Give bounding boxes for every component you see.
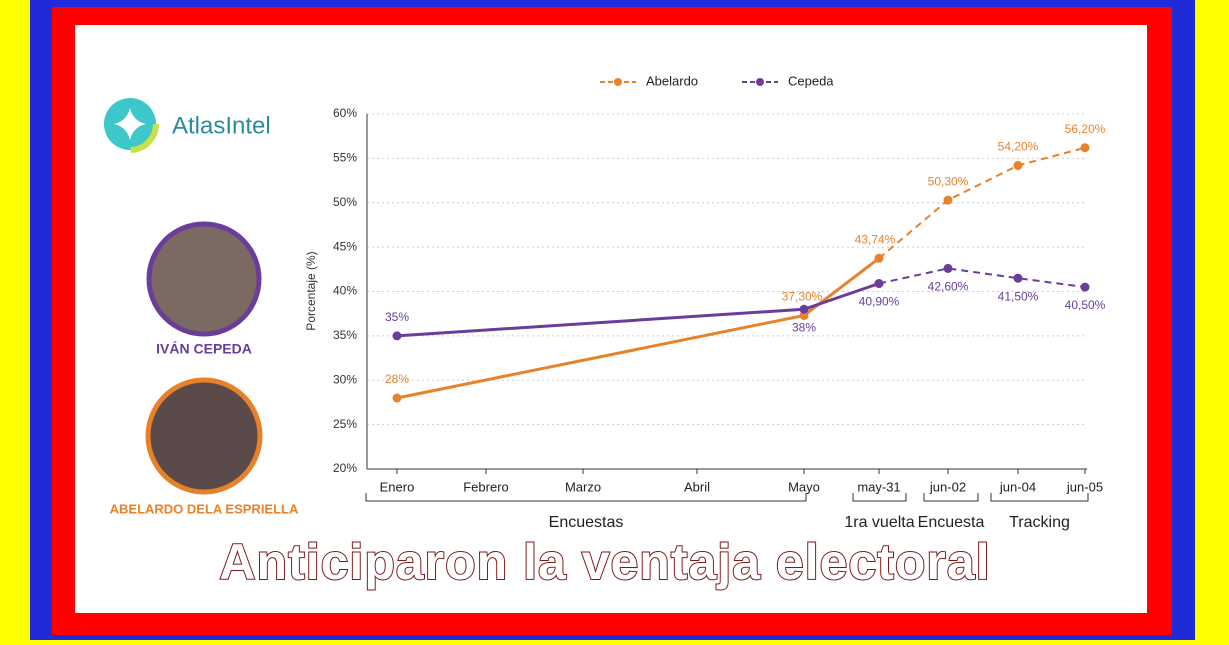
- headline: Anticiparon la ventaja electoral: [219, 534, 990, 590]
- brand: AtlasIntel: [172, 112, 271, 139]
- y-tick-label: 50%: [333, 195, 357, 209]
- value-label: 54,20%: [998, 140, 1039, 154]
- point: [874, 279, 884, 289]
- candidate-name: ABELARDO DELA ESPRIELLA: [110, 501, 299, 516]
- value-label: 37,30%: [782, 290, 823, 304]
- point: [1080, 282, 1090, 292]
- logo: [101, 95, 159, 153]
- portrait: [145, 377, 263, 495]
- group-label: 1ra vuelta: [844, 514, 914, 531]
- legend-marker: [614, 78, 622, 86]
- value-label: 40,50%: [1065, 298, 1106, 312]
- point: [799, 310, 809, 320]
- y-tick-label: 40%: [333, 284, 357, 298]
- y-tick-label: 30%: [333, 372, 357, 386]
- x-tick-label: jun-05: [1066, 479, 1103, 494]
- legend-label: Cepeda: [788, 73, 834, 88]
- x-tick-label: Febrero: [463, 479, 509, 494]
- legend-label: Abelardo: [646, 73, 698, 88]
- candidate-name: IVÁN CEPEDA: [156, 341, 252, 357]
- x-tick-label: Abril: [684, 479, 710, 494]
- value-label: 43,74%: [855, 232, 896, 246]
- value-label: 40,90%: [859, 295, 900, 309]
- y-tick-label: 35%: [333, 328, 357, 342]
- point: [1013, 273, 1023, 283]
- y-axis-label: Porcentaje (%): [304, 251, 318, 330]
- group-label: Encuestas: [549, 514, 624, 531]
- point: [943, 263, 953, 273]
- y-tick-label: 60%: [333, 106, 357, 120]
- legend-marker: [756, 78, 764, 86]
- panel: [75, 25, 1147, 613]
- portrait: [146, 221, 262, 337]
- x-tick-label: jun-02: [929, 479, 966, 494]
- group-label: Tracking: [1009, 514, 1070, 531]
- y-tick-label: 55%: [333, 151, 357, 165]
- value-label: 42,60%: [928, 280, 969, 294]
- group-bracket: [852, 493, 907, 502]
- point: [943, 195, 953, 205]
- x-tick-label: Mayo: [788, 479, 820, 494]
- value-label: 35%: [385, 310, 409, 324]
- value-label: 41,50%: [998, 289, 1039, 303]
- point: [874, 253, 884, 263]
- point: [392, 331, 402, 341]
- value-label: 50,30%: [928, 174, 969, 188]
- y-tick-label: 45%: [333, 239, 357, 253]
- y-tick-label: 20%: [333, 461, 357, 475]
- x-tick-label: Enero: [380, 479, 415, 494]
- value-label: 56,20%: [1065, 122, 1106, 136]
- value-label: 38%: [792, 320, 816, 334]
- x-tick-label: may-31: [857, 479, 900, 494]
- x-tick-label: jun-04: [999, 479, 1036, 494]
- group-bracket: [923, 493, 979, 502]
- point: [392, 393, 402, 403]
- point: [1013, 160, 1023, 170]
- point: [1080, 143, 1090, 153]
- x-tick-label: Marzo: [565, 479, 601, 494]
- value-label: 28%: [385, 372, 409, 386]
- y-tick-label: 25%: [333, 417, 357, 431]
- group-bracket: [990, 493, 1089, 502]
- group-label: Encuesta: [918, 514, 985, 531]
- group-bracket: [365, 493, 807, 502]
- point: [799, 304, 809, 314]
